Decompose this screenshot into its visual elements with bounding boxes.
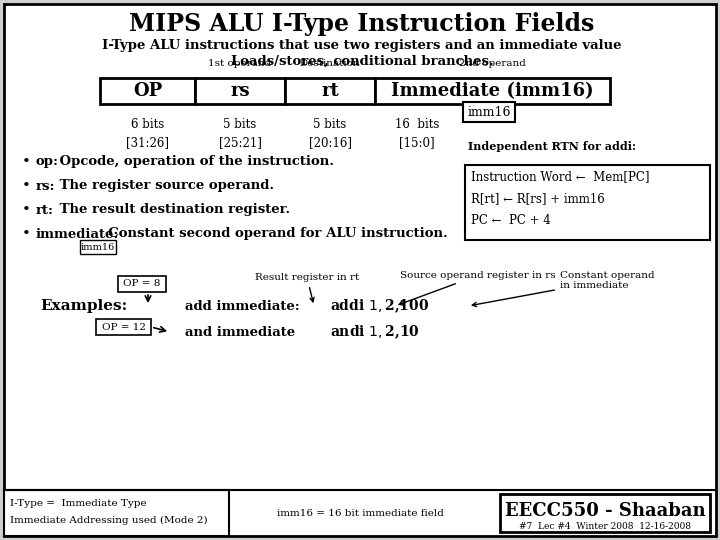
Text: I-Type ALU instructions that use two registers and an immediate value: I-Type ALU instructions that use two reg… bbox=[102, 39, 622, 52]
Bar bbox=[375, 78, 610, 104]
Text: Loads/stores, conditional branches.: Loads/stores, conditional branches. bbox=[230, 55, 493, 68]
Text: 2nd operand: 2nd operand bbox=[459, 59, 526, 68]
Text: PC ←  PC + 4: PC ← PC + 4 bbox=[471, 214, 551, 227]
Text: 5 bits
[25:21]: 5 bits [25:21] bbox=[219, 118, 261, 149]
Text: andi $1,$2,10: andi $1,$2,10 bbox=[330, 323, 420, 341]
Text: Opcode, operation of the instruction.: Opcode, operation of the instruction. bbox=[55, 156, 334, 168]
Text: imm16: imm16 bbox=[81, 242, 115, 252]
Text: •: • bbox=[22, 179, 31, 193]
Text: Source operand register in rs: Source operand register in rs bbox=[399, 271, 556, 305]
Text: The register source operand.: The register source operand. bbox=[55, 179, 274, 192]
Text: 6 bits
[31:26]: 6 bits [31:26] bbox=[126, 118, 169, 149]
Text: Instruction Word ←  Mem[PC]: Instruction Word ← Mem[PC] bbox=[471, 171, 649, 184]
Bar bbox=[195, 78, 285, 104]
Text: Immediate Addressing used (Mode 2): Immediate Addressing used (Mode 2) bbox=[10, 516, 207, 524]
Text: #7  Lec #4  Winter 2008  12-16-2008: #7 Lec #4 Winter 2008 12-16-2008 bbox=[519, 522, 691, 531]
Text: 1st operand: 1st operand bbox=[208, 59, 271, 68]
Text: •: • bbox=[22, 203, 31, 217]
Bar bbox=[96, 319, 151, 335]
Text: Immediate (imm16): Immediate (imm16) bbox=[391, 82, 594, 100]
Text: OP = 12: OP = 12 bbox=[102, 322, 145, 332]
Bar bbox=[118, 276, 166, 292]
Text: imm16: imm16 bbox=[467, 105, 510, 118]
Text: 16  bits
[15:0]: 16 bits [15:0] bbox=[395, 118, 439, 149]
Bar bbox=[463, 102, 515, 122]
Text: OP: OP bbox=[133, 82, 162, 100]
Text: op:: op: bbox=[36, 156, 59, 168]
Text: add immediate:: add immediate: bbox=[185, 300, 300, 313]
Text: R[rt] ← R[rs] + imm16: R[rt] ← R[rs] + imm16 bbox=[471, 192, 605, 206]
Text: imm16 = 16 bit immediate field: imm16 = 16 bit immediate field bbox=[276, 509, 444, 517]
Bar bbox=[500, 494, 710, 532]
Text: Destination: Destination bbox=[300, 59, 360, 68]
Text: The result destination register.: The result destination register. bbox=[55, 204, 290, 217]
Text: Constant operand
in immediate: Constant operand in immediate bbox=[472, 271, 654, 307]
Text: rt: rt bbox=[321, 82, 339, 100]
Text: rt:: rt: bbox=[36, 204, 54, 217]
Text: Examples:: Examples: bbox=[40, 299, 127, 313]
Bar bbox=[80, 240, 116, 254]
Bar bbox=[100, 78, 195, 104]
Text: Constant second operand for ALU instruction.: Constant second operand for ALU instruct… bbox=[99, 227, 448, 240]
Text: EECC550 - Shaaban: EECC550 - Shaaban bbox=[505, 502, 706, 520]
Text: rs: rs bbox=[230, 82, 250, 100]
Text: addi $1,$2,100: addi $1,$2,100 bbox=[330, 297, 429, 315]
Text: and immediate: and immediate bbox=[185, 326, 295, 339]
Text: immediate:: immediate: bbox=[36, 227, 120, 240]
Text: OP = 8: OP = 8 bbox=[123, 280, 161, 288]
Bar bbox=[4, 490, 229, 536]
Text: Independent RTN for addi:: Independent RTN for addi: bbox=[468, 141, 636, 152]
Text: 5 bits
[20:16]: 5 bits [20:16] bbox=[308, 118, 351, 149]
Bar bbox=[465, 165, 710, 240]
Text: Result register in rt: Result register in rt bbox=[255, 273, 359, 302]
Text: I-Type =  Immediate Type: I-Type = Immediate Type bbox=[10, 500, 147, 509]
Text: •: • bbox=[22, 227, 31, 241]
Text: rs:: rs: bbox=[36, 179, 55, 192]
Text: •: • bbox=[22, 155, 31, 169]
Text: MIPS ALU I-Type Instruction Fields: MIPS ALU I-Type Instruction Fields bbox=[130, 12, 595, 36]
Bar bbox=[285, 78, 375, 104]
